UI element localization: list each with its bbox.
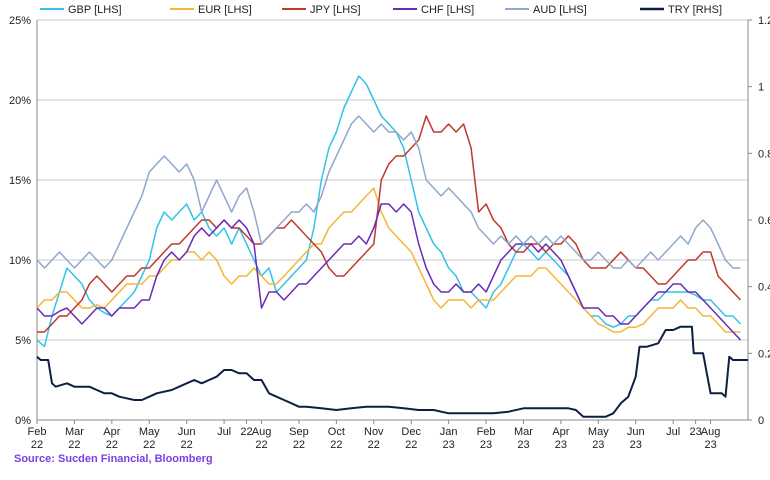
- left-tick-label: 0%: [15, 415, 31, 427]
- right-axis-ticks: 0 0.2 0.4 0.6 0.8 1 1.2: [748, 15, 770, 427]
- x-tick-label: Apr: [552, 426, 569, 438]
- x-tick-label: Mar: [514, 426, 533, 438]
- x-tick-label-year: 23: [480, 439, 492, 451]
- right-tick-label: 1: [758, 82, 764, 94]
- x-tick-label-year: 22: [405, 439, 417, 451]
- x-tick-label: Aug: [701, 426, 721, 438]
- series-line-gbp: [36, 75, 742, 348]
- x-tick-label-year: 22: [68, 439, 80, 451]
- legend: GBP [LHS] EUR [LHS] JPY [LHS] CHF [LHS] AUD …: [40, 4, 722, 16]
- x-tick-label: Feb: [477, 426, 496, 438]
- legend-label: AUD [LHS]: [533, 4, 587, 16]
- x-tick-label: Jun: [627, 426, 645, 438]
- x-tick-label: Jul: [666, 426, 680, 438]
- left-tick-label: 10%: [9, 255, 31, 267]
- series-line-chf: [36, 203, 742, 341]
- series-line-eur: [36, 187, 741, 333]
- legend-label: TRY [RHS]: [668, 4, 722, 16]
- legend-label: GBP [LHS]: [68, 4, 122, 16]
- series-line-try: [36, 325, 748, 418]
- axes: [36, 20, 749, 421]
- left-axis-ticks: 0% 5% 10% 15% 20% 25%: [9, 15, 31, 427]
- left-tick-label: 15%: [9, 175, 31, 187]
- x-tick-label: May: [139, 426, 160, 438]
- x-tick-label: Apr: [103, 426, 120, 438]
- x-tick-label: Jul: [217, 426, 231, 438]
- x-tick-label-year: 22: [330, 439, 342, 451]
- right-tick-label: 0.8: [758, 148, 770, 160]
- right-tick-label: 0.4: [758, 282, 770, 294]
- x-tick-label-year: 23: [443, 439, 455, 451]
- x-tick-label-year: 22: [106, 439, 118, 451]
- x-tick-label: Sep: [289, 426, 309, 438]
- right-tick-label: 0.2: [758, 348, 770, 360]
- gridlines: [37, 19, 748, 341]
- x-tick-label: 23: [689, 426, 701, 438]
- x-tick-label-year: 23: [592, 439, 604, 451]
- x-tick-label-year: 22: [255, 439, 267, 451]
- left-tick-label: 25%: [9, 15, 31, 27]
- x-tick-label-year: 23: [630, 439, 642, 451]
- legend-label: JPY [LHS]: [310, 4, 361, 16]
- x-tick-label: Jan: [440, 426, 458, 438]
- legend-label: EUR [LHS]: [198, 4, 252, 16]
- x-tick-label-year: 23: [517, 439, 529, 451]
- x-tick-label: Feb: [28, 426, 47, 438]
- right-tick-label: 0: [758, 415, 764, 427]
- series-line-aud: [36, 115, 741, 269]
- x-tick-label: 22: [240, 426, 252, 438]
- x-tick-label: Jun: [178, 426, 196, 438]
- x-tick-label: Mar: [65, 426, 84, 438]
- x-tick-label: May: [588, 426, 609, 438]
- right-tick-label: 1.2: [758, 15, 770, 27]
- x-tick-label-year: 22: [293, 439, 305, 451]
- series-line-jpy: [37, 115, 742, 333]
- x-tick-label: Nov: [364, 426, 384, 438]
- x-tick-label: Oct: [328, 426, 345, 438]
- x-tick-label-year: 23: [555, 439, 567, 451]
- left-tick-label: 5%: [15, 335, 31, 347]
- x-tick-label-year: 22: [181, 439, 193, 451]
- x-tick-label-year: 22: [143, 439, 155, 451]
- x-tick-label: Aug: [252, 426, 272, 438]
- x-tick-label-year: 22: [368, 439, 380, 451]
- right-tick-label: 0.6: [758, 215, 770, 227]
- left-tick-label: 20%: [9, 95, 31, 107]
- x-tick-label-year: 23: [704, 439, 716, 451]
- x-tick-label: Dec: [401, 426, 421, 438]
- x-tick-label-year: 22: [31, 439, 43, 451]
- series-lines: [36, 75, 748, 418]
- source-note: Source: Sucden Financial, Bloomberg: [14, 453, 213, 465]
- legend-label: CHF [LHS]: [421, 4, 474, 16]
